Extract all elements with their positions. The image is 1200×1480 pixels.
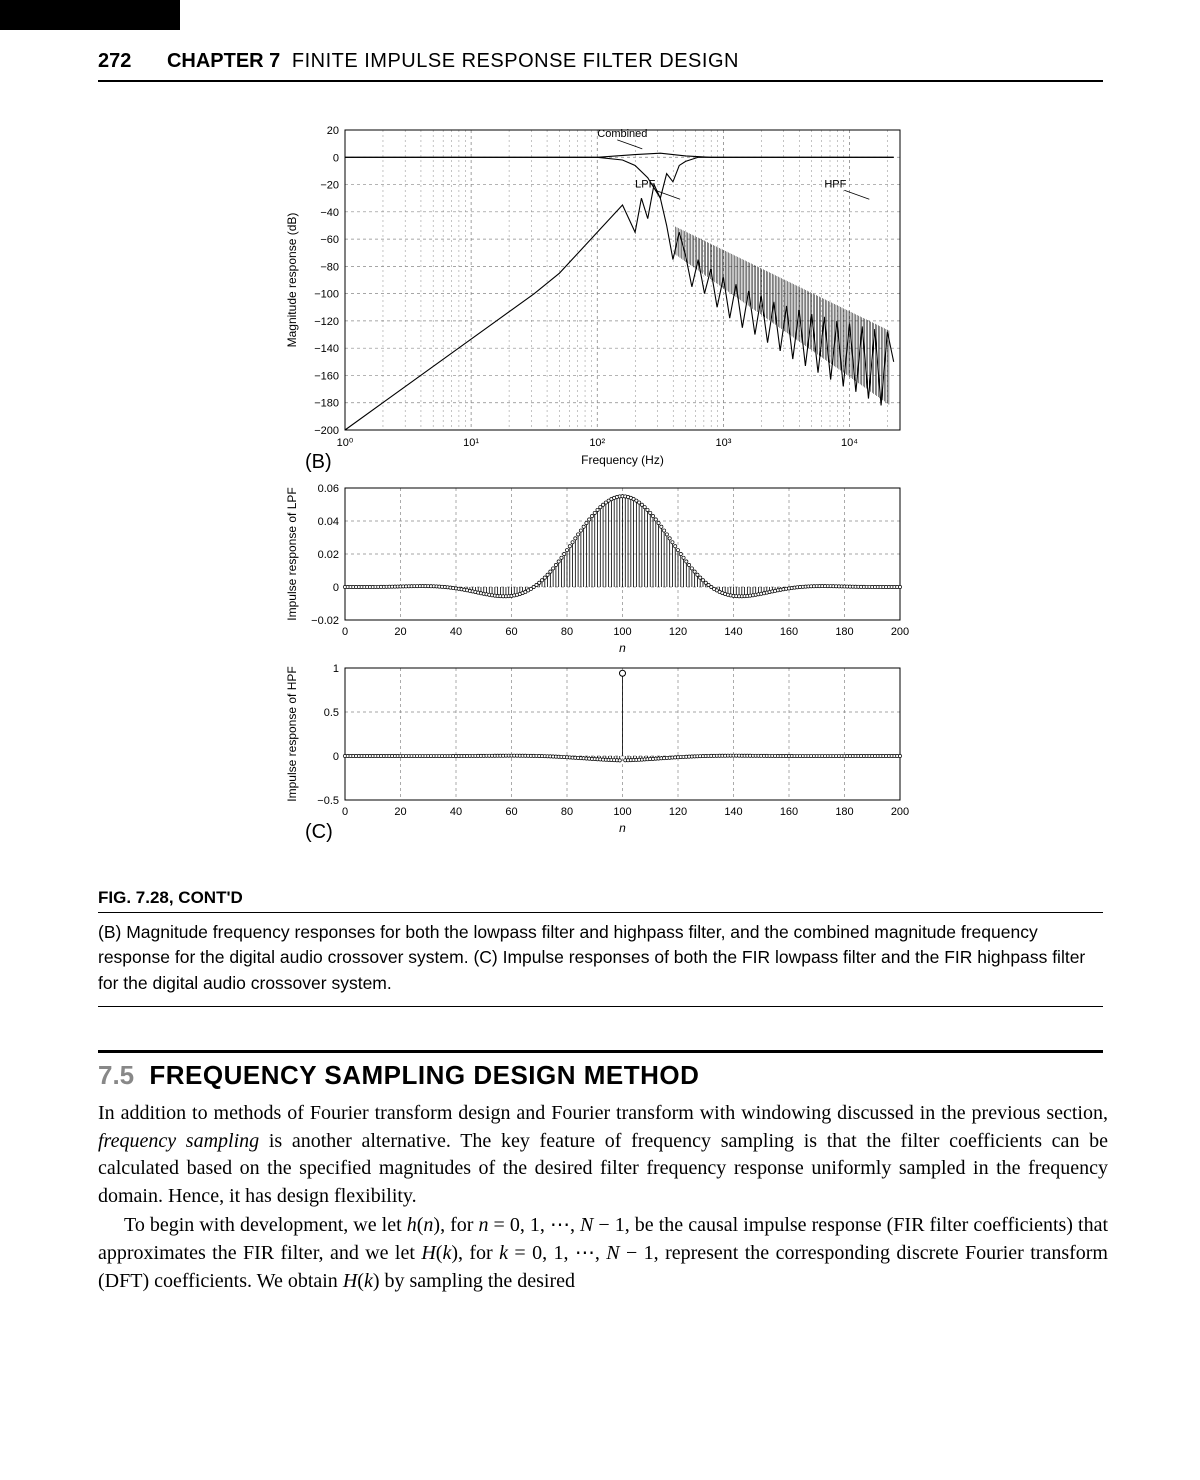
svg-text:0: 0 <box>333 152 339 164</box>
hpf-impulse-chart: 10.50−0.5020406080100120140160180200nImp… <box>280 660 920 855</box>
svg-text:0.04: 0.04 <box>318 516 339 528</box>
svg-text:0.02: 0.02 <box>318 549 339 561</box>
svg-text:−120: −120 <box>314 316 339 328</box>
chapter-label: CHAPTER 7 <box>167 50 280 72</box>
svg-text:Combined: Combined <box>597 128 647 140</box>
corner-bar <box>0 0 180 30</box>
svg-text:120: 120 <box>669 626 687 638</box>
svg-text:−160: −160 <box>314 370 339 382</box>
body-text: In addition to methods of Fourier transf… <box>98 1100 1108 1297</box>
svg-text:Magnitude response (dB): Magnitude response (dB) <box>285 213 299 348</box>
section-number: 7.5 <box>98 1060 134 1090</box>
svg-text:80: 80 <box>561 806 573 818</box>
section-title: FREQUENCY SAMPLING DESIGN METHOD <box>149 1060 699 1090</box>
header-rule <box>98 80 1103 82</box>
page-number: 272 <box>98 50 131 72</box>
svg-text:−20: −20 <box>320 180 339 192</box>
svg-text:0: 0 <box>342 806 348 818</box>
section-rule <box>98 1050 1103 1053</box>
svg-text:n: n <box>619 821 626 835</box>
figure-label: FIG. 7.28, CONT'D <box>98 888 243 908</box>
figure-caption: (B) Magnitude frequency responses for bo… <box>98 920 1103 996</box>
svg-text:Impulse response of HPF: Impulse response of HPF <box>285 666 299 801</box>
svg-text:10⁴: 10⁴ <box>841 437 858 449</box>
svg-text:n: n <box>619 641 626 655</box>
svg-text:−80: −80 <box>320 261 339 273</box>
svg-text:10²: 10² <box>589 437 605 449</box>
svg-text:0.06: 0.06 <box>318 483 339 495</box>
magnitude-response-chart: 200−20−40−60−80−100−120−140−160−180−2001… <box>280 120 920 480</box>
svg-text:20: 20 <box>394 806 406 818</box>
svg-text:−200: −200 <box>314 425 339 437</box>
svg-text:180: 180 <box>835 806 853 818</box>
svg-text:Frequency (Hz): Frequency (Hz) <box>581 453 664 467</box>
chapter-title: FINITE IMPULSE RESPONSE FILTER DESIGN <box>292 50 739 72</box>
svg-text:Impulse response of LPF: Impulse response of LPF <box>285 487 299 620</box>
svg-text:(B): (B) <box>305 451 332 473</box>
svg-text:120: 120 <box>669 806 687 818</box>
svg-text:0: 0 <box>342 626 348 638</box>
svg-text:10⁰: 10⁰ <box>337 437 354 449</box>
svg-text:−0.02: −0.02 <box>311 615 339 627</box>
figure-rule-top <box>98 912 1103 913</box>
svg-text:40: 40 <box>450 626 462 638</box>
paragraph-2: To begin with development, we let h(n), … <box>98 1212 1108 1295</box>
svg-text:100: 100 <box>613 806 631 818</box>
paragraph-1: In addition to methods of Fourier transf… <box>98 1100 1108 1210</box>
svg-text:−0.5: −0.5 <box>317 795 339 807</box>
svg-text:10¹: 10¹ <box>463 437 479 449</box>
svg-text:60: 60 <box>505 806 517 818</box>
svg-text:−60: −60 <box>320 234 339 246</box>
svg-text:40: 40 <box>450 806 462 818</box>
svg-text:200: 200 <box>891 626 909 638</box>
svg-text:HPF: HPF <box>824 178 846 190</box>
svg-text:20: 20 <box>327 125 339 137</box>
svg-text:−40: −40 <box>320 207 339 219</box>
svg-text:0.5: 0.5 <box>324 707 339 719</box>
section-heading: 7.5 FREQUENCY SAMPLING DESIGN METHOD <box>98 1060 699 1091</box>
svg-text:LPF: LPF <box>635 178 655 190</box>
svg-text:−140: −140 <box>314 343 339 355</box>
svg-text:180: 180 <box>835 626 853 638</box>
page-header: 272 CHAPTER 7 FINITE IMPULSE RESPONSE FI… <box>98 50 739 73</box>
figure-charts: 200−20−40−60−80−100−120−140−160−180−2001… <box>280 120 920 855</box>
svg-text:20: 20 <box>394 626 406 638</box>
svg-text:−100: −100 <box>314 289 339 301</box>
svg-text:60: 60 <box>505 626 517 638</box>
svg-text:140: 140 <box>724 626 742 638</box>
svg-text:(C): (C) <box>305 821 333 843</box>
svg-text:−180: −180 <box>314 398 339 410</box>
lpf-impulse-chart: 0.060.040.020−0.020204060801001201401601… <box>280 480 920 660</box>
svg-text:10³: 10³ <box>715 437 731 449</box>
svg-text:0: 0 <box>333 751 339 763</box>
figure-rule-bottom <box>98 1006 1103 1007</box>
svg-text:160: 160 <box>780 626 798 638</box>
svg-text:100: 100 <box>613 626 631 638</box>
svg-text:200: 200 <box>891 806 909 818</box>
svg-text:160: 160 <box>780 806 798 818</box>
svg-text:140: 140 <box>724 806 742 818</box>
svg-text:80: 80 <box>561 626 573 638</box>
svg-text:0: 0 <box>333 582 339 594</box>
svg-text:1: 1 <box>333 663 339 675</box>
